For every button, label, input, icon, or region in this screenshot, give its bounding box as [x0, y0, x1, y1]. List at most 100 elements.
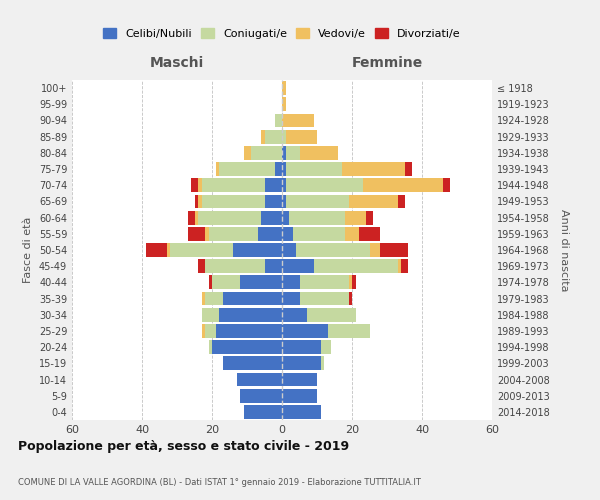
Bar — [240, 389, 282, 402]
Bar — [362, 178, 443, 192]
Bar — [314, 260, 398, 273]
Bar — [233, 243, 282, 257]
Bar — [282, 146, 286, 160]
Bar — [282, 162, 286, 176]
Bar — [341, 162, 404, 176]
Bar — [202, 292, 205, 306]
Text: Maschi: Maschi — [150, 56, 204, 70]
Bar — [349, 292, 352, 306]
Bar — [349, 276, 352, 289]
Bar — [282, 178, 286, 192]
Bar — [261, 130, 265, 143]
Bar — [202, 178, 265, 192]
Bar — [282, 292, 299, 306]
Bar — [366, 210, 373, 224]
Bar — [299, 146, 338, 160]
Bar — [219, 308, 282, 322]
Bar — [202, 324, 205, 338]
Bar — [282, 98, 286, 111]
Bar — [286, 130, 317, 143]
Bar — [286, 194, 349, 208]
Bar — [265, 130, 282, 143]
Bar — [349, 194, 398, 208]
Bar — [265, 178, 282, 192]
Bar — [223, 356, 282, 370]
Bar — [194, 194, 198, 208]
Bar — [212, 276, 240, 289]
Bar — [257, 227, 282, 240]
Bar — [380, 243, 408, 257]
Bar — [261, 210, 282, 224]
Bar — [212, 340, 282, 354]
Y-axis label: Anni di nascita: Anni di nascita — [559, 208, 569, 291]
Bar — [282, 114, 314, 128]
Bar — [205, 227, 209, 240]
Bar — [307, 308, 355, 322]
Bar — [282, 372, 317, 386]
Bar — [187, 227, 205, 240]
Bar — [286, 146, 299, 160]
Bar — [299, 276, 349, 289]
Bar — [275, 114, 282, 128]
Bar — [443, 178, 450, 192]
Bar — [282, 308, 307, 322]
Bar — [282, 340, 320, 354]
Bar — [202, 194, 265, 208]
Bar — [320, 340, 331, 354]
Bar — [345, 227, 359, 240]
Bar — [205, 324, 215, 338]
Bar — [398, 260, 401, 273]
Bar — [187, 210, 194, 224]
Bar — [345, 210, 366, 224]
Y-axis label: Fasce di età: Fasce di età — [23, 217, 33, 283]
Bar — [359, 227, 380, 240]
Bar — [289, 210, 345, 224]
Bar — [167, 243, 170, 257]
Bar — [286, 178, 362, 192]
Bar — [328, 324, 370, 338]
Bar — [404, 162, 412, 176]
Bar — [282, 276, 299, 289]
Bar — [282, 243, 296, 257]
Bar — [198, 178, 202, 192]
Bar — [215, 324, 282, 338]
Bar — [282, 210, 289, 224]
Bar — [198, 194, 202, 208]
Text: Popolazione per età, sesso e stato civile - 2019: Popolazione per età, sesso e stato civil… — [18, 440, 349, 453]
Bar — [146, 243, 167, 257]
Bar — [205, 260, 265, 273]
Bar — [282, 356, 320, 370]
Bar — [352, 276, 355, 289]
Bar — [265, 260, 282, 273]
Bar — [170, 243, 233, 257]
Bar — [198, 210, 261, 224]
Bar — [215, 162, 219, 176]
Bar — [282, 130, 286, 143]
Bar — [209, 340, 212, 354]
Bar — [194, 210, 198, 224]
Bar — [320, 356, 324, 370]
Text: Femmine: Femmine — [352, 56, 422, 70]
Bar — [202, 308, 219, 322]
Bar — [293, 227, 345, 240]
Bar — [205, 292, 223, 306]
Bar — [282, 260, 314, 273]
Bar — [282, 227, 293, 240]
Bar — [240, 276, 282, 289]
Bar — [236, 372, 282, 386]
Bar — [198, 260, 205, 273]
Bar — [401, 260, 408, 273]
Bar — [398, 194, 404, 208]
Bar — [299, 292, 349, 306]
Bar — [244, 405, 282, 419]
Bar — [244, 146, 251, 160]
Bar — [251, 146, 282, 160]
Bar — [282, 81, 286, 95]
Bar — [282, 389, 317, 402]
Bar — [209, 276, 212, 289]
Bar — [286, 162, 341, 176]
Bar — [223, 292, 282, 306]
Text: COMUNE DI LA VALLE AGORDINA (BL) - Dati ISTAT 1° gennaio 2019 - Elaborazione TUT: COMUNE DI LA VALLE AGORDINA (BL) - Dati … — [18, 478, 421, 487]
Bar — [282, 324, 328, 338]
Bar — [191, 178, 198, 192]
